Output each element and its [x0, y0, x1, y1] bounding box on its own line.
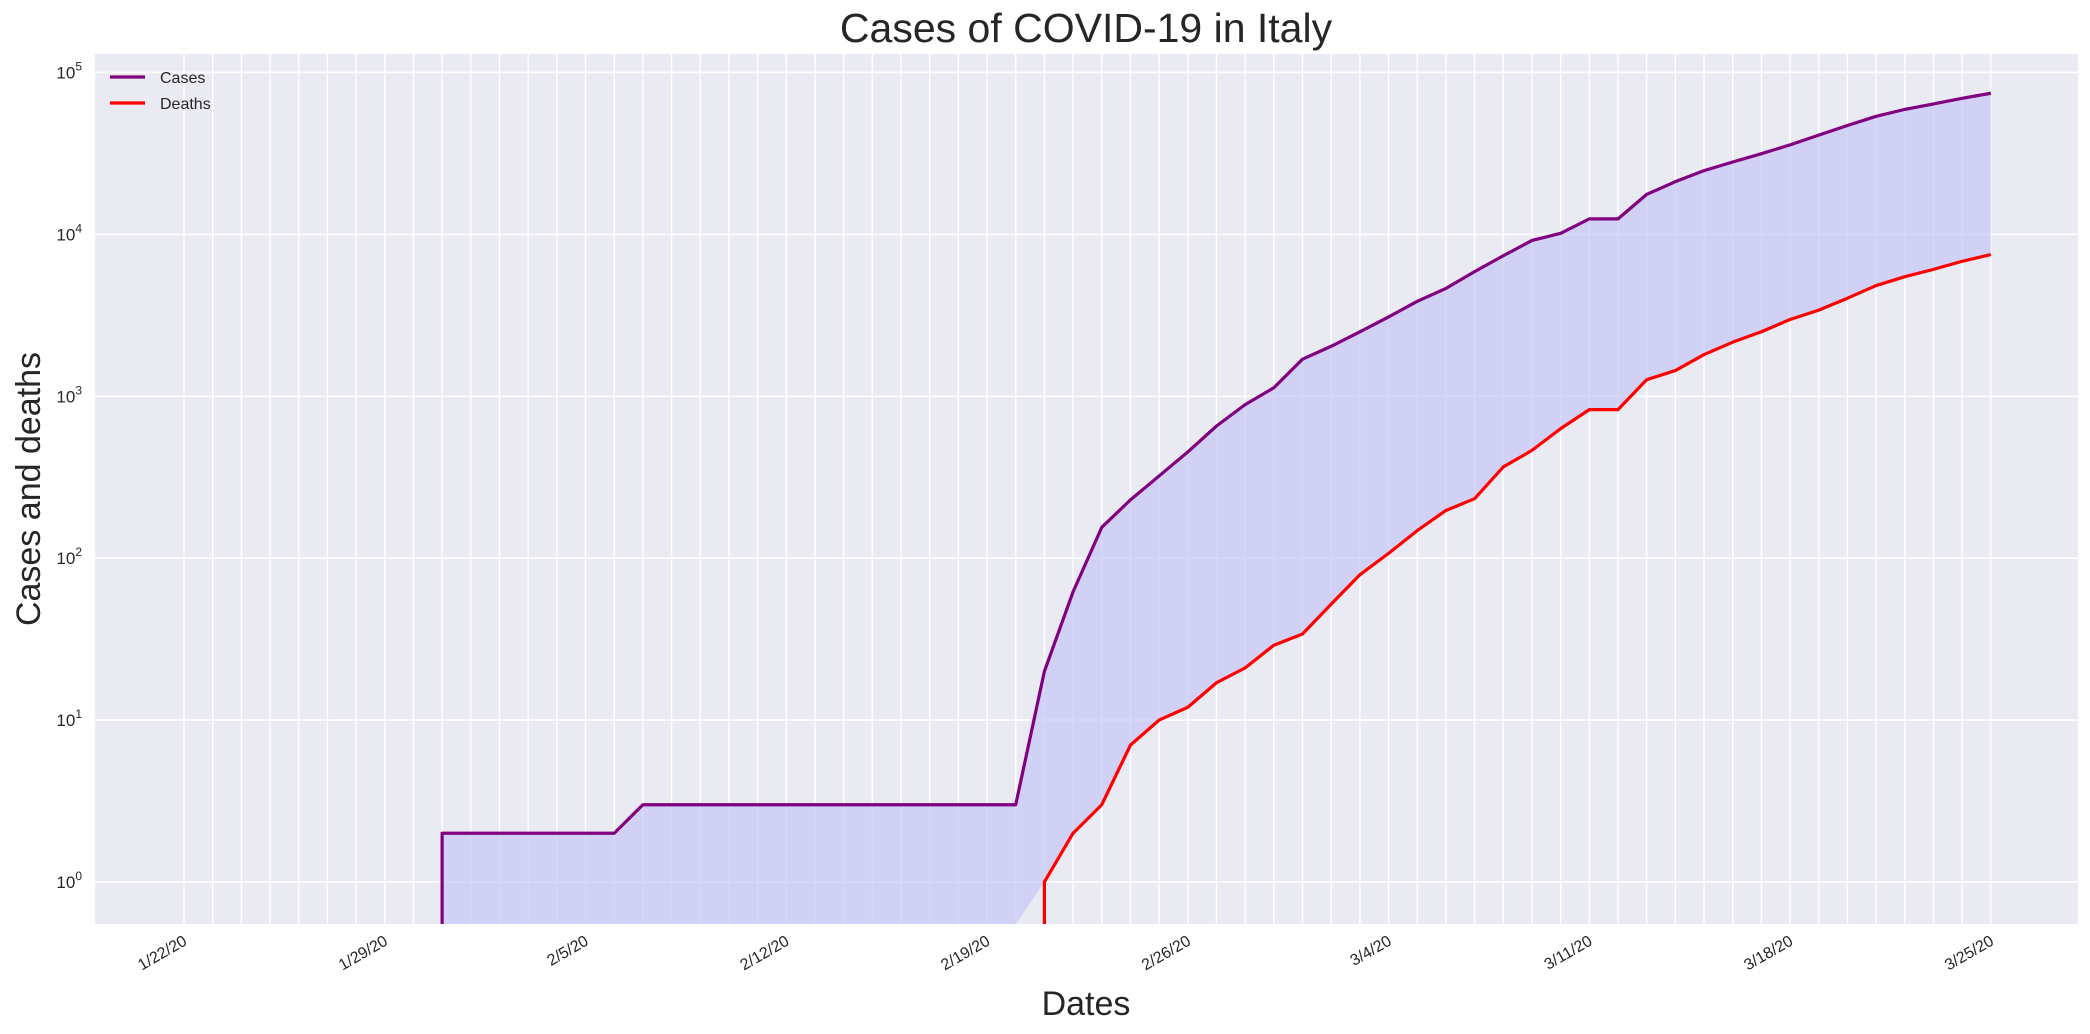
y-tick-label: 103 — [56, 383, 82, 406]
cases-series-line — [440, 91, 1992, 924]
chart-title: Cases of COVID-19 in Italy — [840, 5, 1333, 51]
series-lines — [440, 91, 1992, 924]
x-tick-label: 2/12/20 — [738, 933, 793, 974]
y-tick-label: 102 — [56, 545, 82, 568]
x-tick-label: 3/11/20 — [1542, 933, 1596, 974]
x-tick-labels: 1/22/20 1/29/20 2/5/20 2/12/20 2/19/20 2/26/2… — [135, 933, 1997, 974]
x-tick-label: 3/25/20 — [1942, 933, 1997, 974]
y-tick-label: 101 — [56, 707, 82, 730]
x-tick-label: 1/22/20 — [135, 933, 190, 974]
y-tick-labels: 100 101 102 103 104 105 — [56, 59, 82, 892]
x-tick-label: 1/29/20 — [336, 933, 391, 974]
x-tick-label: 2/5/20 — [544, 933, 591, 970]
legend-label-cases: Cases — [160, 70, 205, 87]
legend-label-deaths: Deaths — [160, 96, 211, 113]
cases-deaths-fill — [442, 93, 1991, 924]
x-tick-label: 3/4/20 — [1348, 933, 1395, 970]
x-tick-label: 2/19/20 — [938, 933, 993, 974]
x-tick-label: 3/18/20 — [1741, 933, 1796, 974]
fill-between-area — [442, 93, 1991, 924]
y-tick-label: 104 — [56, 221, 82, 244]
x-axis-label: Dates — [1042, 985, 1131, 1023]
y-tick-label: 105 — [56, 59, 82, 82]
x-tick-label: 2/26/20 — [1139, 933, 1194, 974]
legend: Cases Deaths — [110, 70, 211, 113]
y-tick-label: 100 — [56, 869, 82, 892]
y-axis-label: Cases and deaths — [10, 352, 48, 626]
